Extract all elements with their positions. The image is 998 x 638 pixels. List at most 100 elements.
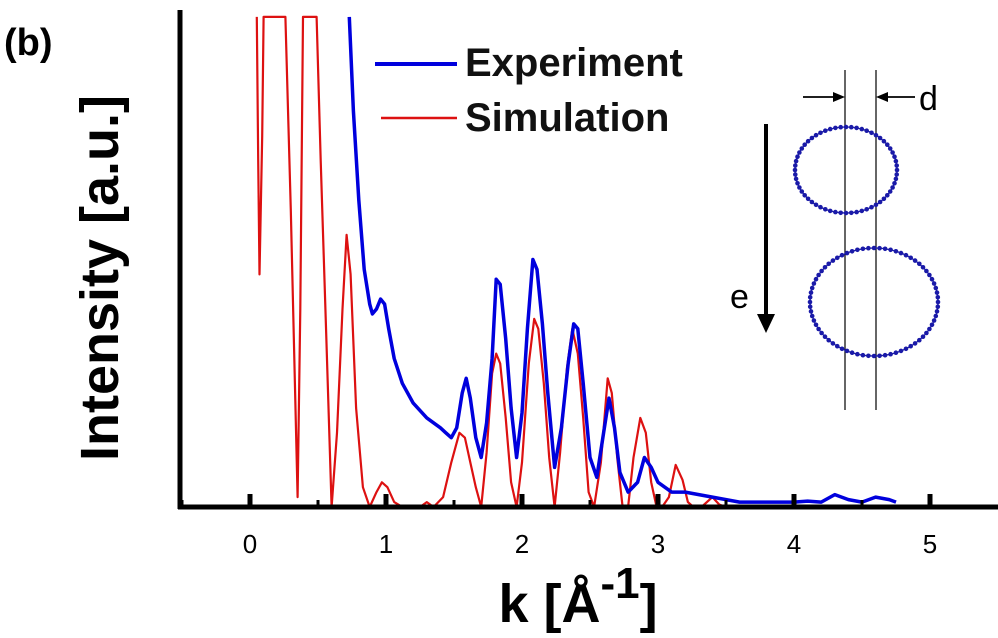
inset-ring-dot	[854, 125, 859, 131]
inset-ring-dot	[893, 249, 899, 254]
inset-ring-dot	[929, 276, 935, 282]
inset-ring-dot	[871, 353, 877, 359]
inset-direction-arrowhead	[757, 314, 775, 333]
inset-ring-dot	[833, 209, 838, 215]
inset-ring-dot	[827, 126, 833, 132]
x-axis-label: k [Å-1]	[498, 559, 657, 634]
inset-ring-dot	[931, 318, 937, 323]
inset-ring-dot	[835, 343, 840, 349]
inset-ring-dot	[823, 207, 828, 212]
inset-ring-dot	[818, 130, 823, 136]
inset-ring-dot	[933, 285, 939, 291]
inset-rings	[792, 124, 941, 359]
inset-ring-dot	[892, 181, 897, 186]
inset-ring-dot	[795, 154, 800, 159]
inset-ring-dot	[854, 209, 859, 215]
inset-ring-dot	[802, 193, 807, 198]
inset-ring-dot	[811, 281, 817, 286]
series-line-simulation	[255, 15, 876, 509]
inset-ring-dot	[849, 249, 855, 254]
inset-ring-dot	[931, 281, 937, 286]
inset-ring-dot	[860, 352, 866, 358]
inset-ring-dot	[912, 341, 918, 346]
inset-ring-dot	[859, 208, 865, 214]
inset-ring-dot	[833, 125, 838, 131]
inset-ring-dot	[927, 272, 932, 278]
inset-ring-dot	[811, 318, 817, 323]
inset-ring-dot	[805, 138, 811, 144]
inset-ring-dot	[813, 202, 819, 208]
inset-ring-dot	[843, 124, 849, 130]
series-layer	[255, 15, 897, 509]
inset-ring-dot	[873, 132, 879, 138]
x-tick-label: 5	[923, 529, 937, 559]
inset-ring-dot	[813, 322, 819, 328]
inset-ring-dot	[809, 199, 815, 205]
inset-ring-dot	[839, 346, 845, 352]
inset-ring-dot	[844, 348, 850, 354]
inset-separation-arrowhead-left	[833, 92, 845, 102]
x-tick-label: 2	[515, 529, 529, 559]
inset-ring-dot	[920, 334, 926, 340]
x-tick-label: 4	[787, 529, 801, 559]
inset-ring-dot	[827, 208, 833, 214]
inset-ring-dot	[877, 135, 883, 141]
inset-ring-dot	[793, 176, 799, 182]
inset-ring-dot	[917, 337, 922, 343]
inset-ring-dot	[855, 351, 860, 357]
y-axis-label: Intensity [a.u.]	[70, 95, 130, 461]
inset-ring-dot	[805, 196, 811, 202]
inset-ring-dot	[830, 258, 836, 263]
inset-ring-dot	[908, 255, 913, 261]
inset-ring-dot	[818, 204, 823, 210]
x-axis-label-end: ]	[640, 574, 658, 634]
inset-schematic: e d	[730, 70, 941, 410]
inset-ring-dot	[888, 247, 893, 253]
inset-ring-dot	[929, 322, 935, 328]
inset-ring-dot	[934, 309, 940, 314]
inset-ring-dot	[819, 330, 824, 336]
inset-ring-dot	[838, 210, 843, 216]
plot-area: 0 1 2 3 4 5	[177, 10, 998, 559]
tick-layer: 0 1 2 3 4 5	[180, 494, 937, 559]
inset-ring-dot	[793, 172, 798, 177]
inset-ring-dot	[898, 250, 904, 256]
inset-ring-dot	[903, 346, 909, 352]
inset-ring-dot	[927, 326, 932, 332]
inset-ring-dot	[866, 353, 871, 359]
inset-ring-dot	[885, 193, 890, 198]
inset-ring-dot	[802, 142, 807, 147]
inset-ring-dot	[844, 250, 850, 256]
inset-ring-dot	[893, 176, 899, 182]
inset-ring-dot	[920, 265, 926, 270]
inset-ring-dot	[849, 350, 855, 356]
inset-ring-dot	[799, 146, 805, 151]
inset-direction-label: e	[730, 278, 749, 316]
x-tick-label: 0	[243, 529, 257, 559]
inset-ring-dot	[893, 158, 899, 164]
inset-ring-dot	[882, 352, 888, 358]
inset-ring-dot	[859, 126, 865, 132]
inset-ring-dot	[809, 285, 815, 291]
x-axis-label-superscript: -1	[600, 559, 639, 608]
inset-ring-dot	[912, 258, 918, 263]
inset-ring-dot	[799, 189, 805, 194]
inset-ring-lower	[807, 245, 941, 359]
inset-separation-arrowhead-right	[876, 92, 888, 102]
inset-ring-dot	[849, 210, 854, 216]
inset-ring-dot	[793, 158, 799, 164]
legend-label-simulation: Simulation	[465, 96, 669, 140]
inset-ring-dot	[869, 204, 874, 210]
inset-separation-label: d	[919, 80, 938, 118]
inset-ring-dot	[903, 252, 909, 258]
inset-ring-dot	[877, 353, 882, 359]
inset-ring-dot	[924, 330, 929, 336]
inset-ring-dot	[819, 268, 824, 274]
inset-ring-dot	[826, 261, 831, 267]
panel-label: (b)	[4, 22, 53, 64]
inset-ring-dot	[887, 146, 893, 151]
inset-ring-dot	[816, 326, 821, 332]
inset-ring-dot	[860, 246, 866, 252]
inset-ring-dot	[898, 348, 904, 354]
